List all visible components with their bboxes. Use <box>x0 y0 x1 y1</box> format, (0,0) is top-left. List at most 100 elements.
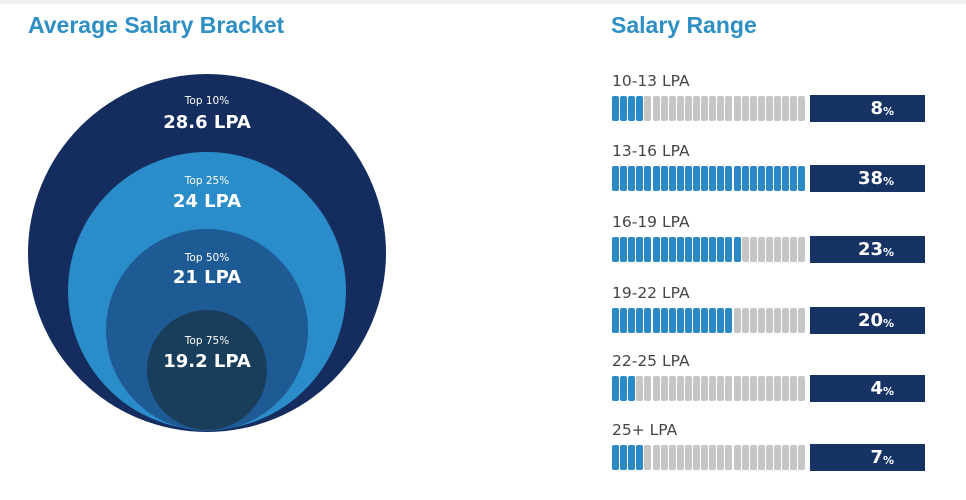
bar-segment-filled <box>652 166 660 191</box>
bar-segment-empty <box>798 96 806 121</box>
bar-segment-empty <box>733 376 741 401</box>
bar-segment-filled <box>782 166 790 191</box>
bar-segment-empty <box>757 96 765 121</box>
bar-segment-empty <box>644 96 652 121</box>
bar-segment-empty <box>774 376 781 401</box>
bar-segment-filled <box>717 308 725 333</box>
bar-segment-filled <box>693 166 700 191</box>
bar-segment-empty <box>774 96 781 121</box>
top-divider <box>0 0 966 4</box>
top-50-value: 21 LPA <box>173 267 241 288</box>
bar-segment-empty <box>774 237 781 262</box>
bar-segment-filled <box>628 308 636 333</box>
bar-segment-empty <box>749 445 757 470</box>
bar-segment-filled <box>668 166 676 191</box>
bar-segment-filled <box>725 308 733 333</box>
bar-segment-empty <box>798 376 806 401</box>
bar-segment-filled <box>612 166 619 191</box>
bar-segment-empty <box>733 308 741 333</box>
bar-segment-empty <box>676 96 684 121</box>
bar-segment-filled <box>660 308 668 333</box>
bar-segment-empty <box>765 237 773 262</box>
bar-segment-empty <box>733 96 741 121</box>
range-percent-box: 4% <box>810 375 925 402</box>
percent-sign: % <box>883 246 895 259</box>
bar-segment-filled <box>733 237 741 262</box>
bar-segment-empty <box>668 445 676 470</box>
bar-segment-empty <box>644 376 652 401</box>
bar-segment-empty <box>693 96 700 121</box>
bar-segment-empty <box>798 308 806 333</box>
bar-segment-filled <box>709 308 717 333</box>
salary-range-title: Salary Range <box>611 12 757 38</box>
top-10-value: 28.6 LPA <box>163 112 251 133</box>
bar-segment-filled <box>725 166 733 191</box>
bar-segment-empty <box>709 445 717 470</box>
top-10-label: Top 10% <box>184 95 229 107</box>
bar-segment-empty <box>782 308 790 333</box>
bar-segment-filled <box>644 166 652 191</box>
bar-segment-empty <box>701 96 709 121</box>
bar-segment-filled <box>636 308 644 333</box>
bar-segment-empty <box>725 445 733 470</box>
bar-segment-filled <box>668 237 676 262</box>
bar-segment-empty <box>741 237 749 262</box>
bar-segment-empty <box>709 96 717 121</box>
bar-segment-empty <box>757 376 765 401</box>
bar-segment-empty <box>725 376 733 401</box>
bar-segment-empty <box>749 376 757 401</box>
bar-segment-filled <box>709 237 717 262</box>
percent-sign: % <box>883 385 895 398</box>
bar-segment-empty <box>709 376 717 401</box>
salary-bracket-chart: Top 10% 28.6 LPA Top 25% 24 LPA Top 50% 21 LP… <box>28 74 386 432</box>
bar-segment-filled <box>790 166 798 191</box>
bar-segment-filled <box>693 237 700 262</box>
bar-segment-empty <box>701 445 709 470</box>
range-percent-box: 20% <box>810 307 925 334</box>
bar-segment-empty <box>660 445 668 470</box>
bar-segment-filled <box>644 308 652 333</box>
bar-segment-empty <box>749 237 757 262</box>
bar-segment-empty <box>652 376 660 401</box>
bar-segment-filled <box>709 166 717 191</box>
bar-segment-filled <box>612 308 619 333</box>
bar-segment-filled <box>660 237 668 262</box>
bar-segment-filled <box>725 237 733 262</box>
bar-segment-empty <box>782 445 790 470</box>
bar-segment-filled <box>644 237 652 262</box>
bar-segment-empty <box>668 376 676 401</box>
bar-segment-empty <box>668 96 676 121</box>
bar-segment-filled <box>717 237 725 262</box>
bar-segment-filled <box>717 166 725 191</box>
bar-segment-empty <box>741 308 749 333</box>
range-percent-value: 4 <box>870 378 883 399</box>
percent-sign: % <box>883 175 895 188</box>
bar-segment-empty <box>676 376 684 401</box>
bar-segment-empty <box>701 376 709 401</box>
bar-segment-filled <box>741 166 749 191</box>
bar-segment-empty <box>644 445 652 470</box>
bar-segment-filled <box>798 166 806 191</box>
range-bar <box>612 308 808 333</box>
bar-segment-empty <box>684 96 692 121</box>
bar-segment-filled <box>701 308 709 333</box>
bar-segment-empty <box>798 445 806 470</box>
bar-segment-filled <box>636 166 644 191</box>
range-label: 19-22 LPA <box>612 284 690 302</box>
bar-segment-filled <box>684 237 692 262</box>
bar-segment-filled <box>636 445 644 470</box>
bar-segment-filled <box>620 308 628 333</box>
bar-segment-filled <box>684 166 692 191</box>
bar-segment-filled <box>628 445 636 470</box>
bar-segment-empty <box>741 445 749 470</box>
bar-segment-empty <box>741 376 749 401</box>
range-percent-box: 38% <box>810 165 925 192</box>
bar-segment-empty <box>782 237 790 262</box>
bar-segment-empty <box>636 376 644 401</box>
bar-segment-filled <box>652 237 660 262</box>
bar-segment-filled <box>660 166 668 191</box>
bar-segment-filled <box>612 96 619 121</box>
bar-segment-filled <box>765 166 773 191</box>
bar-segment-empty <box>684 445 692 470</box>
range-percent-value: 38 <box>857 168 883 189</box>
